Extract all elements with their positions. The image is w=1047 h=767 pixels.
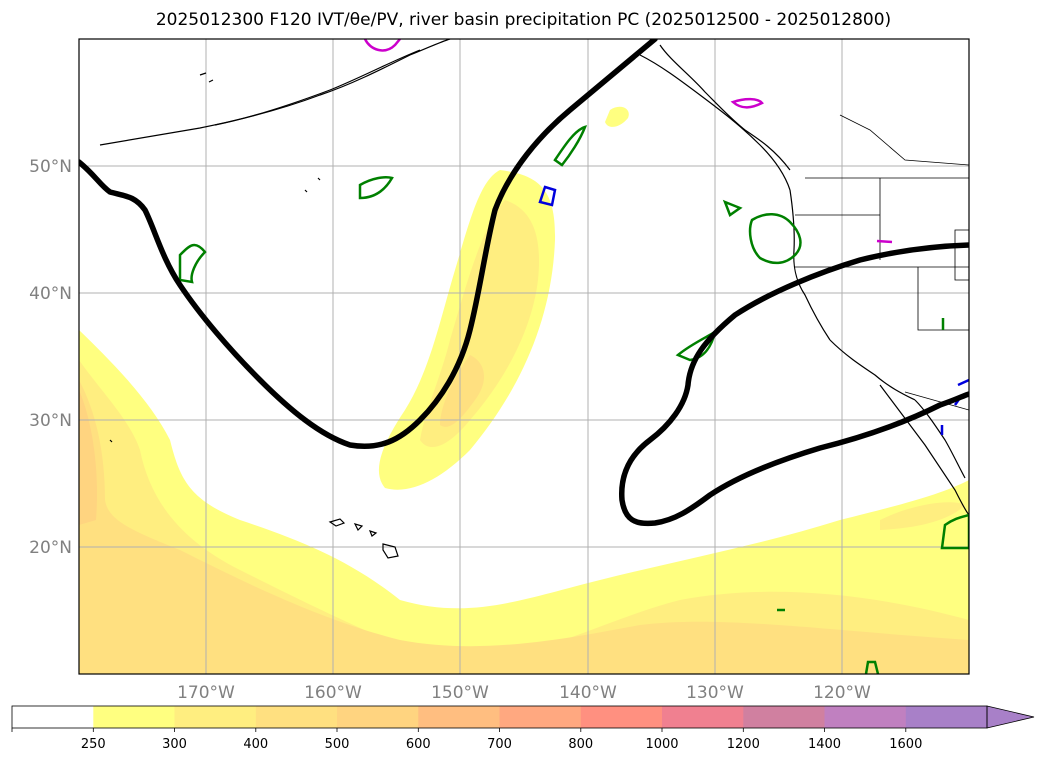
ivt-region-southwest-core: [79, 390, 98, 525]
pv-contour-magenta-1: [363, 39, 401, 52]
lat-tick-labels: 50°N 40°N 30°N 20°N: [29, 157, 72, 558]
border-alaska-canada: [839, 114, 969, 166]
colorbar-segment: [662, 706, 744, 728]
pv-contour-green-1: [178, 243, 207, 284]
pv-contour-green-5: [748, 213, 802, 265]
colorbar-segment: [418, 706, 501, 728]
lon-tick-130w: 130°W: [686, 683, 744, 703]
colorbar-segment: [337, 706, 419, 728]
colorbar-tick-label: 500: [325, 737, 350, 752]
pv-contour-green-7: [940, 513, 969, 550]
map-frame: [78, 38, 970, 675]
coast-baja-california: [879, 384, 969, 516]
ivt-patch-north: [605, 106, 629, 127]
map-title: 2025012300 F120 IVT/θe/PV, river basin p…: [155, 10, 892, 30]
border-us-mexico: [904, 391, 969, 411]
lon-tick-120w: 120°W: [813, 683, 871, 703]
colorbar-segment: [580, 706, 663, 728]
colorbar-tick-label: 800: [568, 737, 593, 752]
colorbar-tick-label: 1200: [727, 737, 760, 752]
border-nevada-california: [917, 267, 969, 331]
ivt-region-west-inner: [79, 360, 969, 674]
colorbar-tick-label: 400: [243, 737, 268, 752]
lat-tick-40n: 40°N: [29, 284, 72, 304]
political-borders: [795, 114, 969, 411]
lat-tick-50n: 50°N: [29, 157, 72, 177]
colorbar-tick-label: 1000: [645, 737, 678, 752]
theta-e-contour-west: [79, 39, 658, 449]
coast-hawaii-islands: [328, 518, 399, 559]
lon-tick-150w: 150°W: [431, 683, 489, 703]
colorbar-tick-label: 1400: [808, 737, 841, 752]
pv-contour-green-4: [722, 199, 743, 217]
colorbar-tick-label: 300: [162, 737, 187, 752]
colorbar-segment: [12, 706, 94, 728]
colorbar-segments: [12, 706, 988, 728]
colorbar-tick-label: 700: [487, 737, 512, 752]
lon-tick-160w: 160°W: [304, 683, 362, 703]
colorbar-segment: [499, 706, 582, 728]
theta-e-contour-east: [619, 242, 969, 527]
ivt-shading: [79, 106, 969, 674]
graticule: [79, 39, 969, 674]
colorbar-segment: [743, 706, 826, 728]
coast-british-columbia: [659, 44, 791, 171]
lat-tick-20n: 20°N: [29, 538, 72, 558]
ivt-plume-central-core: [440, 355, 485, 427]
border-utah-idaho: [954, 229, 969, 281]
coast-pacific-islets: [109, 72, 321, 443]
ivt-region-west: [79, 330, 969, 674]
colorbar-segment: [174, 706, 257, 728]
colorbar-segment: [905, 706, 988, 728]
colorbar-segment: [824, 706, 907, 728]
coast-alaska-peninsula: [214, 49, 421, 126]
pv-contour-magenta-2: [730, 97, 764, 109]
coast-alaska-panhandle: [639, 54, 791, 191]
pv-contour-green-3: [553, 125, 588, 167]
colorbar-extend-arrow: [986, 705, 1035, 729]
colorbar-segment: [255, 706, 338, 728]
ivt-region-west-core: [79, 380, 969, 674]
coast-pacific-northwest: [789, 189, 831, 341]
colorbar-segment: [93, 706, 176, 728]
coast-alaska-aleutians: [99, 39, 451, 146]
pv-contour-green-2: [358, 176, 394, 200]
colorbar-labels: 250 300 400 500 600 700 800 1000 1200 1400 1600: [11, 728, 922, 752]
lon-tick-labels: 170°W 160°W 150°W 140°W 130°W 120°W: [177, 683, 871, 703]
lat-tick-30n: 30°N: [29, 411, 72, 431]
lon-tick-140w: 140°W: [559, 683, 617, 703]
colorbar-tick-label: 1600: [889, 737, 922, 752]
map-plot-area: [79, 39, 969, 674]
colorbar-tick-label: 600: [406, 737, 431, 752]
pv-contour-magenta-3: [876, 239, 893, 244]
pv-contour-green-9: [864, 660, 880, 674]
coast-california: [829, 339, 916, 401]
pv-contour-blue-1: [538, 185, 557, 207]
colorbar: 250 300 400 500 600 700 800 1000 1200 1400 1600: [11, 705, 1035, 752]
lon-tick-170w: 170°W: [177, 683, 235, 703]
ivt-patch-east: [880, 502, 965, 530]
colorbar-tick-label: 250: [81, 737, 106, 752]
theta-e-contours: [79, 39, 969, 527]
